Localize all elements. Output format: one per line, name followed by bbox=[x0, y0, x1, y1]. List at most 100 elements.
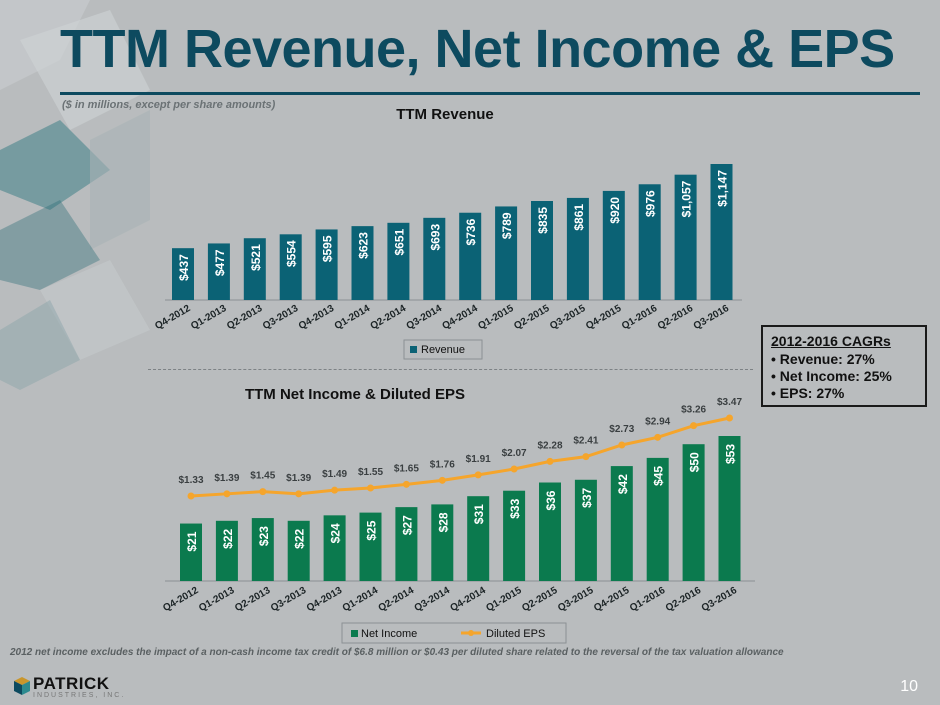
revenue-tick-label: Q3-2016 bbox=[692, 303, 732, 332]
revenue-tick-label: Q1-2013 bbox=[189, 303, 229, 332]
net-income-data-label: $31 bbox=[472, 504, 486, 524]
net-income-legend-swatch bbox=[351, 630, 358, 637]
eps-point bbox=[223, 490, 231, 498]
net-income-bar bbox=[431, 504, 454, 581]
net-income-tick-label: Q3-2013 bbox=[269, 585, 309, 614]
revenue-legend-label: Revenue bbox=[421, 344, 465, 356]
net-income-data-label: $23 bbox=[257, 526, 271, 546]
net-income-tick-label: Q3-2014 bbox=[413, 585, 453, 614]
revenue-tick-label: Q3-2015 bbox=[548, 303, 588, 332]
net-income-bar bbox=[323, 515, 346, 581]
net-income-tick-label: Q4-2012 bbox=[161, 585, 201, 614]
net-income-bar bbox=[467, 496, 490, 581]
net-income-data-label: $37 bbox=[580, 487, 594, 507]
revenue-data-label: $521 bbox=[249, 244, 263, 271]
revenue-data-label: $920 bbox=[608, 197, 622, 224]
revenue-tick-label: Q4-2013 bbox=[297, 303, 337, 332]
logo-subtext: INDUSTRIES, INC. bbox=[33, 692, 126, 699]
revenue-bar bbox=[495, 206, 518, 300]
revenue-bar bbox=[423, 217, 446, 300]
net-income-tick-label: Q2-2013 bbox=[233, 585, 273, 614]
revenue-bar bbox=[674, 174, 697, 300]
revenue-tick-label: Q4-2015 bbox=[584, 303, 624, 332]
revenue-bar bbox=[243, 238, 266, 300]
revenue-tick-label: Q2-2013 bbox=[225, 303, 265, 332]
eps-point bbox=[187, 492, 195, 500]
revenue-bar bbox=[172, 248, 194, 300]
company-logo bbox=[14, 677, 30, 695]
cagr-heading: 2012-2016 CAGRs bbox=[771, 333, 891, 349]
net-income-data-label: $42 bbox=[616, 474, 630, 494]
net-income-tick-label: Q1-2016 bbox=[628, 585, 668, 614]
eps-point bbox=[295, 490, 303, 498]
eps-legend-marker bbox=[468, 630, 474, 636]
revenue-tick-label: Q2-2014 bbox=[369, 303, 409, 332]
eps-point bbox=[331, 486, 339, 494]
net-income-data-label: $53 bbox=[724, 444, 738, 464]
eps-point bbox=[618, 441, 626, 449]
revenue-data-label: $651 bbox=[392, 228, 406, 255]
eps-point bbox=[402, 480, 410, 488]
revenue-tick-label: Q1-2014 bbox=[333, 303, 373, 332]
revenue-data-label: $736 bbox=[464, 218, 478, 245]
net-income-bar bbox=[718, 436, 741, 581]
revenue-bar bbox=[315, 229, 338, 300]
revenue-tick-label: Q1-2016 bbox=[620, 303, 660, 332]
net-income-chart-title: TTM Net Income & Diluted EPS bbox=[245, 386, 465, 403]
eps-line bbox=[190, 416, 730, 498]
eps-point bbox=[582, 453, 590, 461]
eps-point bbox=[259, 488, 267, 496]
eps-data-label: $1.91 bbox=[466, 454, 491, 465]
net-income-data-label: $24 bbox=[329, 523, 343, 543]
net-income-bar bbox=[180, 523, 202, 581]
revenue-bar bbox=[207, 243, 230, 300]
net-income-tick-label: Q4-2014 bbox=[448, 585, 488, 614]
net-income-tick-label: Q4-2013 bbox=[305, 585, 345, 614]
revenue-bar bbox=[638, 184, 661, 300]
net-income-bar bbox=[287, 520, 310, 581]
revenue-tick-label: Q2-2015 bbox=[512, 303, 552, 332]
net-income-bar bbox=[574, 479, 597, 581]
eps-data-label: $1.39 bbox=[214, 473, 239, 484]
net-income-data-label: $28 bbox=[436, 512, 450, 532]
eps-data-label: $1.55 bbox=[358, 467, 383, 478]
net-income-tick-label: Q2-2015 bbox=[520, 585, 560, 614]
revenue-tick-label: Q1-2015 bbox=[476, 303, 516, 332]
net-income-data-label: $50 bbox=[688, 452, 702, 472]
revenue-tick-label: Q3-2013 bbox=[261, 303, 301, 332]
net-income-bar bbox=[503, 490, 526, 581]
revenue-tick-label: Q4-2014 bbox=[440, 303, 480, 332]
net-income-bar bbox=[539, 482, 561, 581]
eps-point bbox=[474, 471, 482, 479]
revenue-data-label: $976 bbox=[644, 190, 658, 217]
net-income-tick-label: Q1-2013 bbox=[197, 585, 237, 614]
net-income-bar bbox=[682, 444, 705, 581]
eps-data-label: $3.26 bbox=[681, 405, 706, 416]
net-income-data-label: $25 bbox=[365, 520, 379, 540]
net-income-data-label: $21 bbox=[185, 531, 199, 551]
net-income-bar bbox=[215, 520, 238, 581]
net-income-data-label: $22 bbox=[221, 528, 235, 548]
revenue-bar bbox=[279, 234, 302, 300]
eps-point bbox=[546, 457, 554, 465]
net-income-data-label: $27 bbox=[400, 515, 414, 535]
page-number: 10 bbox=[900, 678, 918, 695]
net-income-bar bbox=[395, 507, 418, 581]
net-income-bar bbox=[610, 466, 633, 581]
revenue-tick-label: Q3-2014 bbox=[405, 303, 445, 332]
revenue-data-label: $1,057 bbox=[680, 180, 694, 217]
net-income-data-label: $36 bbox=[544, 490, 558, 510]
net-income-bar bbox=[646, 457, 669, 581]
revenue-data-label: $595 bbox=[321, 235, 335, 262]
title-divider bbox=[60, 92, 920, 95]
eps-data-label: $3.47 bbox=[717, 397, 742, 408]
logo-mark-icon bbox=[14, 677, 30, 695]
revenue-legend-swatch bbox=[410, 346, 417, 353]
eps-point bbox=[654, 433, 662, 441]
eps-data-label: $2.94 bbox=[645, 416, 670, 427]
net-income-tick-label: Q3-2015 bbox=[556, 585, 596, 614]
eps-data-label: $2.73 bbox=[609, 424, 634, 435]
cagr-eps: • EPS: 27% bbox=[771, 385, 845, 401]
